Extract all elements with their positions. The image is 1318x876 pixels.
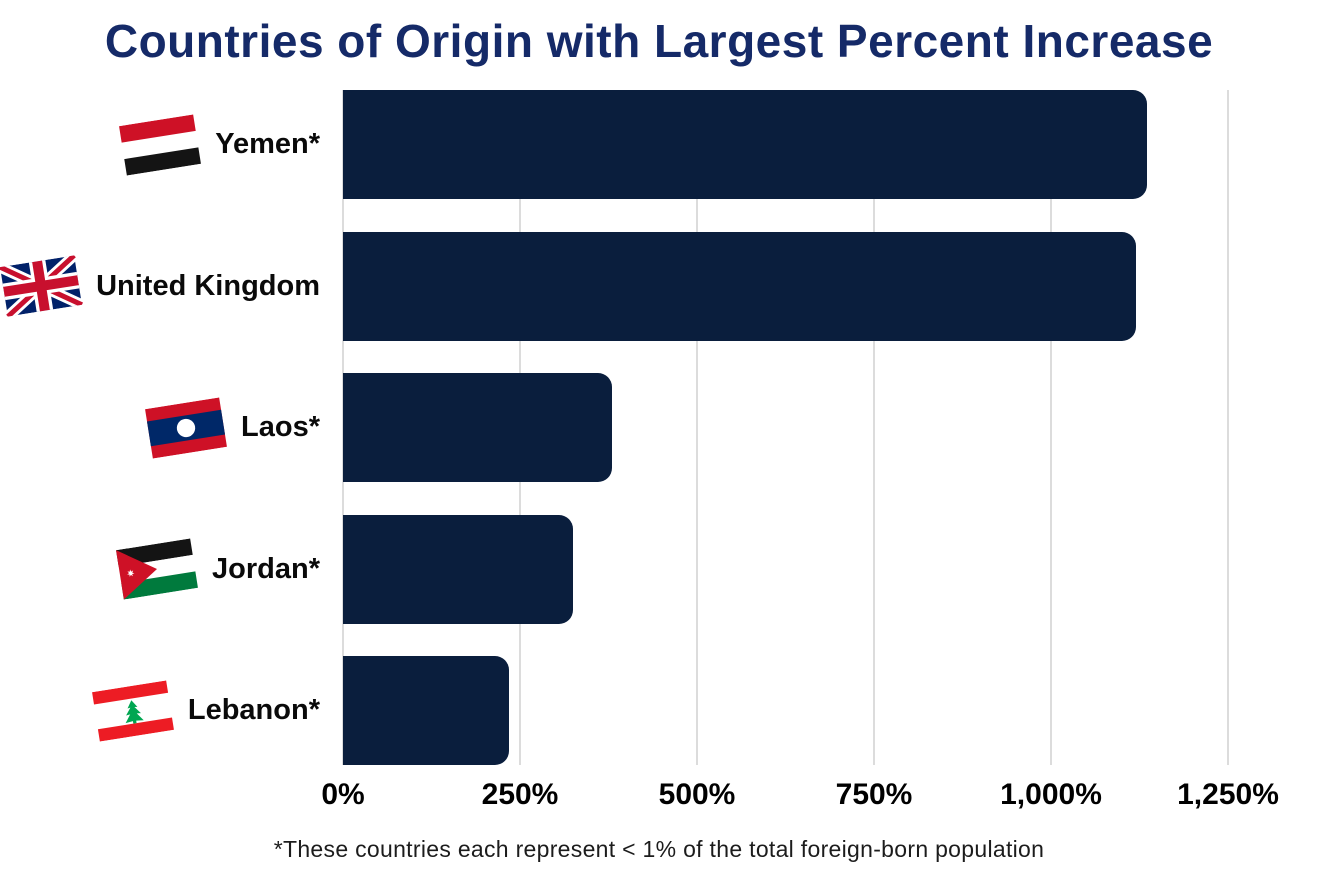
united-kingdom-flag-icon [0, 255, 85, 317]
category-label: Yemen* [215, 128, 320, 160]
gridline-750 [873, 90, 875, 765]
chart-title: Countries of Origin with Largest Percent… [104, 15, 1214, 67]
bar-track [343, 90, 1228, 199]
category-label-area: Laos* [0, 396, 343, 459]
lebanon-flag-icon [89, 679, 176, 742]
bar-row-yemen: Yemen* [0, 90, 1318, 199]
x-tick-1250: 1,250% [1177, 778, 1279, 811]
category-label-area: Lebanon* [0, 679, 343, 742]
x-axis-tick-labels: 0% 250% 500% 750% 1,000% 1,250% [321, 778, 1279, 818]
gridline-500 [696, 90, 698, 765]
plot-area: Yemen* [0, 90, 1318, 765]
chart-footnote: *These countries each represent < 1% of … [273, 836, 1045, 862]
gridline-1250 [1227, 90, 1229, 765]
category-label: Jordan* [212, 552, 320, 585]
x-tick-750: 750% [835, 778, 913, 811]
bar-row-jordan: Jordan* [0, 514, 1318, 624]
yemen-flag-icon [117, 113, 204, 176]
bar-jordan [343, 514, 574, 624]
jordan-flag-icon [114, 538, 201, 600]
bar-row-united-kingdom: United Kingdom [0, 231, 1318, 341]
category-label: Lebanon* [187, 694, 320, 726]
bar-rows: Yemen* [0, 90, 1318, 765]
bar-track [343, 373, 1228, 482]
bar-track [343, 656, 1228, 765]
bar-united-kingdom [343, 231, 1136, 341]
category-label: Laos* [241, 411, 320, 443]
laos-flag-icon [143, 396, 230, 459]
bar-row-laos: Laos* [0, 373, 1318, 482]
bar-track [343, 514, 1228, 624]
category-label-area: United Kingdom [0, 255, 343, 317]
bar-laos [343, 373, 613, 482]
bar-track [343, 231, 1228, 341]
x-tick-250: 250% [481, 778, 559, 811]
bar-yemen [343, 90, 1147, 199]
x-tick-500: 500% [658, 778, 736, 811]
bar-lebanon [343, 656, 510, 765]
gridline-1000 [1050, 90, 1052, 765]
bar-row-lebanon: Lebanon* [0, 656, 1318, 765]
category-label: United Kingdom [96, 269, 320, 302]
x-tick-0: 0% [321, 778, 365, 811]
x-tick-1000: 1,000% [1000, 778, 1102, 811]
category-label-area: Jordan* [0, 538, 343, 600]
category-label-area: Yemen* [0, 113, 343, 176]
